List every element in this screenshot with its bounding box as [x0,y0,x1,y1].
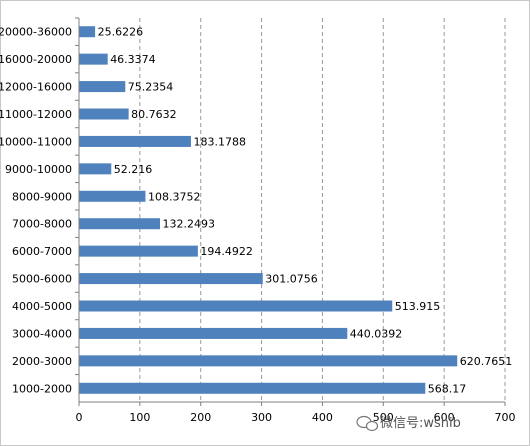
bars [79,26,458,394]
category-label: 10000-11000 [0,135,72,148]
data-label: 108.3752 [148,190,201,203]
axes [75,17,506,406]
category-label: 3000-4000 [12,327,72,340]
x-tick-label: 200 [190,411,211,424]
data-label: 440.0392 [350,327,403,340]
wechat-icon [356,415,379,432]
bar [79,190,146,202]
x-tick-label: 700 [495,411,516,424]
category-label: 8000-9000 [12,190,72,203]
data-label: 46.3374 [110,53,156,66]
category-label: 2000-3000 [12,355,72,368]
x-tick-label: 600 [434,411,455,424]
bar [79,355,458,367]
labels: 0 100 200 300 400 500 600 700 1000-2000 568.17 200… [0,26,516,424]
x-tick-label: 300 [251,411,272,424]
category-label: 6000-7000 [12,245,72,258]
bar [79,53,108,65]
x-tick-label: 400 [312,411,333,424]
data-label: 132.2493 [162,218,215,231]
x-tick-label: 100 [129,411,150,424]
data-label: 620.7651 [460,355,513,368]
bar [79,135,191,147]
category-label: 7000-8000 [12,218,72,231]
data-label: 25.6226 [98,26,144,39]
x-tick-label: 500 [373,411,394,424]
bar [79,81,126,93]
category-label: 5000-6000 [12,273,72,286]
data-label: 568.17 [428,382,467,395]
category-label: 9000-10000 [5,163,72,176]
x-tick-label: 0 [76,411,83,424]
bar [79,26,96,38]
category-label: 20000-36000 [0,26,72,39]
bar [79,218,160,230]
data-label: 75.2354 [128,81,174,94]
bar [79,300,393,312]
category-label: 4000-5000 [12,300,72,313]
bar [79,273,263,285]
gridlines [139,18,506,402]
bar [79,108,129,120]
bar [79,163,112,175]
data-label: 80.7632 [131,108,177,121]
category-label: 11000-12000 [0,108,72,121]
data-label: 301.0756 [265,273,318,286]
data-label: 52.216 [114,163,152,176]
watermark: 微信号:wshib [356,415,461,432]
category-label: 12000-16000 [0,81,72,94]
data-label: 194.4922 [200,245,253,258]
bar [79,245,198,257]
bar [79,382,426,394]
watermark-text: 微信号:wshib [380,416,461,431]
category-label: 16000-20000 [0,53,72,66]
bar [79,327,348,339]
data-label: 513.915 [395,300,441,313]
category-label: 1000-2000 [12,382,72,395]
data-label: 183.1788 [193,135,246,148]
